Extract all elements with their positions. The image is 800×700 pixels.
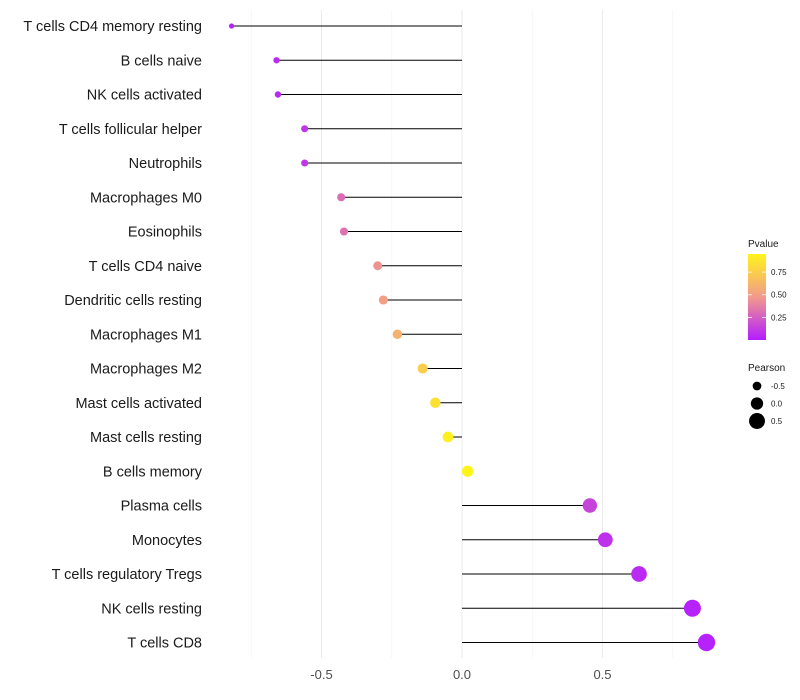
category-label: Macrophages M1 — [90, 327, 202, 343]
pearson-size-key — [752, 381, 762, 391]
category-label: Mast cells activated — [75, 396, 202, 412]
category-label: T cells CD4 naive — [89, 259, 202, 275]
data-point — [442, 431, 454, 443]
category-label: Monocytes — [132, 533, 202, 549]
stem-layer — [231, 25, 707, 643]
pvalue-legend-title: Pvalue — [748, 239, 779, 250]
x-tick-label: 0.5 — [593, 667, 611, 682]
data-point — [392, 329, 403, 339]
category-label: Macrophages M0 — [90, 190, 202, 206]
data-point — [582, 498, 598, 513]
point-layer — [228, 23, 716, 652]
data-point — [461, 465, 474, 477]
pearson-key-label: -0.5 — [771, 382, 785, 391]
data-point — [597, 532, 613, 548]
pvalue-colorbar — [748, 254, 766, 340]
data-point — [430, 397, 441, 408]
category-label: Mast cells resting — [90, 430, 202, 446]
y-axis-labels: T cells CD4 memory resting B cells naive N… — [23, 19, 202, 652]
pearson-key-label: 0.5 — [771, 417, 783, 426]
pearson-legend-title: Pearson — [748, 363, 785, 374]
category-label: B cells naive — [121, 53, 202, 69]
x-tick-label: -0.5 — [310, 667, 332, 682]
data-point — [301, 125, 309, 133]
data-point — [417, 363, 428, 374]
pvalue-tick-label: 0.75 — [771, 268, 787, 277]
data-point — [339, 227, 349, 236]
category-label: Dendritic cells resting — [64, 293, 202, 309]
category-label: NK cells activated — [87, 88, 202, 104]
data-point — [337, 193, 346, 202]
category-label: T cells CD8 — [127, 636, 202, 652]
category-label: NK cells resting — [101, 601, 202, 617]
category-label: T cells follicular helper — [59, 122, 202, 138]
data-point — [631, 566, 647, 582]
data-point — [697, 633, 716, 652]
legend: Pvalue 0.25 0.50 0.75 Pearson -0.5 0.0 0.5 — [748, 239, 787, 429]
category-label: Macrophages M2 — [90, 362, 202, 378]
category-label: T cells CD4 memory resting — [23, 19, 202, 35]
category-label: Neutrophils — [129, 156, 202, 172]
pvalue-tick-label: 0.50 — [771, 291, 787, 300]
data-point — [273, 57, 280, 64]
data-point — [378, 295, 388, 305]
category-label: B cells memory — [103, 464, 203, 480]
category-label: Plasma cells — [121, 499, 202, 515]
pearson-size-key — [750, 397, 764, 410]
pearson-legend-keys: -0.5 0.0 0.5 — [749, 381, 785, 429]
pvalue-legend-ticks: 0.25 0.50 0.75 — [748, 268, 787, 322]
category-label: T cells regulatory Tregs — [52, 567, 202, 583]
data-point — [683, 599, 701, 617]
data-point — [373, 261, 383, 271]
data-point — [274, 91, 282, 98]
data-point — [228, 23, 235, 29]
pearson-size-key — [749, 413, 765, 429]
x-axis-ticks: -0.5 0.0 0.5 — [310, 667, 611, 682]
data-point — [301, 159, 309, 167]
pearson-key-label: 0.0 — [771, 400, 783, 409]
x-tick-label: 0.0 — [453, 667, 471, 682]
pvalue-tick-label: 0.25 — [771, 313, 787, 322]
category-label: Eosinophils — [128, 225, 202, 241]
